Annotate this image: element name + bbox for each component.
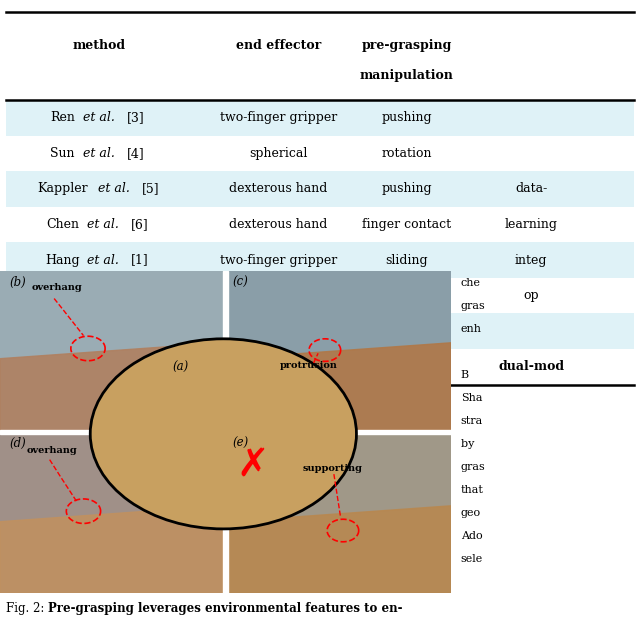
Text: two-finger gripper: two-finger gripper — [220, 325, 337, 338]
Text: Chen: Chen — [46, 218, 79, 231]
Text: Wang: Wang — [45, 325, 80, 338]
Text: che: che — [461, 278, 481, 288]
Text: et al.: et al. — [83, 147, 115, 160]
Text: Chang: Chang — [42, 289, 83, 302]
Polygon shape — [228, 343, 451, 430]
Bar — [6, 171, 634, 207]
Text: Pre-grasping leverages environmental features to en-: Pre-grasping leverages environmental fea… — [48, 602, 403, 616]
Bar — [0, 434, 223, 593]
Text: pre-grasping: pre-grasping — [361, 39, 452, 52]
Text: (a): (a) — [172, 361, 189, 375]
Text: et al.: et al. — [91, 289, 122, 302]
Text: dexterous hand: dexterous hand — [229, 218, 328, 231]
Text: manipulation: manipulation — [360, 69, 453, 82]
Text: finger contact: finger contact — [362, 218, 451, 231]
Text: Sha: Sha — [461, 393, 482, 403]
Text: sele: sele — [461, 554, 483, 564]
Text: Ado: Ado — [461, 531, 483, 541]
Text: et al.: et al. — [83, 112, 115, 124]
Text: et al.: et al. — [87, 253, 119, 267]
Text: Sun: Sun — [50, 147, 75, 160]
Text: rotation: rotation — [381, 147, 431, 160]
Text: geo: geo — [461, 508, 481, 518]
Bar — [6, 100, 634, 136]
Text: that: that — [461, 485, 483, 495]
Text: (e): (e) — [233, 438, 249, 450]
Text: by: by — [461, 439, 477, 449]
Text: learning: learning — [505, 218, 557, 231]
Text: enh: enh — [461, 323, 482, 334]
Text: et al.: et al. — [98, 182, 130, 195]
Text: pushing: pushing — [381, 325, 432, 338]
Text: overhang: overhang — [27, 446, 78, 455]
Text: [3]: [3] — [127, 112, 145, 124]
Text: two-finger gripper: two-finger gripper — [214, 360, 343, 373]
Polygon shape — [0, 430, 451, 434]
Text: integ: integ — [515, 253, 547, 267]
Text: overhang: overhang — [31, 283, 83, 292]
Text: Kappler: Kappler — [37, 182, 88, 195]
Text: two-finger gripper: two-finger gripper — [220, 112, 337, 124]
Bar — [0, 271, 223, 430]
Text: spherical: spherical — [249, 147, 308, 160]
Text: sliding: sliding — [385, 253, 428, 267]
Circle shape — [90, 339, 356, 529]
Text: stra: stra — [461, 416, 483, 426]
Text: dexterous hand: dexterous hand — [229, 182, 328, 195]
Text: supporting: supporting — [302, 464, 362, 473]
Text: protrusion: protrusion — [280, 361, 338, 370]
Text: dual-mod: dual-mod — [498, 360, 564, 373]
Text: Hang: Hang — [45, 253, 80, 267]
Text: gras: gras — [461, 462, 485, 471]
Text: two-finger gripper: two-finger gripper — [220, 253, 337, 267]
Text: ✗: ✗ — [236, 445, 269, 484]
Text: et al.: et al. — [87, 218, 119, 231]
Text: data-: data- — [515, 182, 547, 195]
Text: two-finger gripper: two-finger gripper — [220, 289, 337, 302]
Polygon shape — [223, 271, 228, 593]
Text: Ours: Ours — [83, 360, 116, 373]
Text: end effector: end effector — [236, 39, 321, 52]
Text: [4]: [4] — [127, 147, 145, 160]
Text: rotation: rotation — [381, 289, 431, 302]
Polygon shape — [0, 343, 223, 430]
Bar — [228, 434, 451, 593]
Text: pushing: pushing — [381, 112, 432, 124]
Text: Fig. 2:: Fig. 2: — [6, 602, 45, 616]
Text: [7]: [7] — [131, 325, 148, 338]
Bar — [6, 242, 634, 278]
Text: [6]: [6] — [131, 218, 148, 231]
Text: gras: gras — [461, 300, 485, 311]
Text: [2]: [2] — [134, 289, 152, 302]
Text: et al.: et al. — [87, 325, 119, 338]
Bar — [6, 313, 634, 349]
Text: (b): (b) — [9, 276, 26, 289]
Text: op: op — [524, 289, 539, 302]
Text: [5]: [5] — [142, 182, 159, 195]
Text: Ren: Ren — [50, 112, 75, 124]
Text: method: method — [72, 39, 126, 52]
Polygon shape — [0, 506, 223, 593]
Text: (c): (c) — [233, 276, 249, 289]
Text: pushing: pushing — [381, 182, 432, 195]
Text: B: B — [461, 369, 468, 380]
Bar — [228, 271, 451, 430]
Text: [1]: [1] — [131, 253, 148, 267]
Polygon shape — [228, 506, 451, 593]
Text: (d): (d) — [9, 438, 26, 450]
Text: pushing: pushing — [378, 360, 435, 373]
